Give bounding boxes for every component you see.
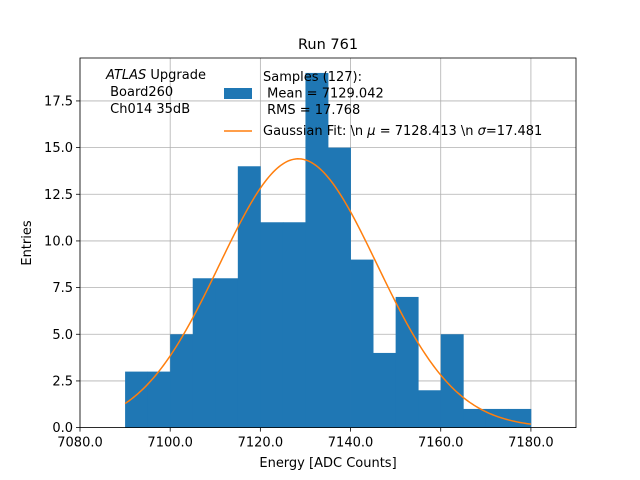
histogram-bar bbox=[125, 371, 149, 428]
annotation-atlas: ATLAS bbox=[105, 68, 146, 83]
y-axis-ticks: 0.0 2.5 5.0 7.5 10.0 12.5 15.0 17.5 bbox=[44, 94, 80, 436]
legend-fit-label: Gaussian Fit: \n μ = 7128.413 \n σ=17.48… bbox=[263, 124, 542, 139]
x-axis-ticks: 7080.0 7100.0 7120.0 7140.0 7160.0 7180.0 bbox=[57, 427, 554, 451]
histogram-bars bbox=[125, 72, 532, 428]
legend-histogram-line: Samples (127): bbox=[263, 70, 362, 85]
annotation-board: Board260 bbox=[106, 85, 173, 100]
chart-title: Run 761 bbox=[298, 37, 358, 53]
histogram-bar bbox=[440, 334, 464, 428]
y-tick-label: 15.0 bbox=[44, 141, 73, 156]
x-tick-label: 7140.0 bbox=[328, 436, 374, 451]
x-tick-label: 7080.0 bbox=[57, 436, 103, 451]
histogram-bar bbox=[215, 278, 239, 428]
y-tick-label: 17.5 bbox=[44, 94, 73, 109]
x-tick-label: 7180.0 bbox=[508, 436, 554, 451]
legend-histogram-line: Mean = 7129.042 bbox=[263, 87, 384, 102]
annotation-channel: Ch014 35dB bbox=[106, 102, 190, 117]
histogram-bar bbox=[508, 408, 532, 428]
x-tick-label: 7120.0 bbox=[238, 436, 284, 451]
legend: Samples (127): Mean = 7129.042 RMS = 17.… bbox=[224, 70, 542, 139]
gaussian-fit-line bbox=[124, 158, 532, 425]
histogram-bar bbox=[237, 166, 261, 428]
histogram-bar bbox=[485, 408, 509, 428]
histogram-bar bbox=[260, 222, 284, 428]
y-tick-label: 12.5 bbox=[44, 188, 73, 203]
legend-histogram-label: Samples (127): Mean = 7129.042 RMS = 17.… bbox=[263, 70, 384, 118]
y-tick-label: 2.5 bbox=[52, 374, 73, 389]
annotation-upgrade: Upgrade bbox=[146, 68, 206, 83]
x-tick-label: 7100.0 bbox=[147, 436, 193, 451]
histogram-bar bbox=[192, 278, 216, 428]
histogram-bar bbox=[170, 334, 194, 428]
histogram-bar bbox=[350, 259, 374, 428]
legend-histogram-swatch bbox=[224, 88, 252, 99]
y-tick-label: 10.0 bbox=[44, 234, 73, 249]
y-tick-label: 5.0 bbox=[52, 328, 73, 343]
y-tick-label: 0.0 bbox=[52, 421, 73, 436]
histogram-bar bbox=[373, 352, 397, 428]
plot-frame bbox=[79, 57, 577, 429]
y-tick-label: 7.5 bbox=[52, 281, 73, 296]
histogram-bar bbox=[418, 390, 442, 428]
atlas-annotation: ATLAS Upgrade Board260 Ch014 35dB bbox=[105, 68, 206, 117]
legend-fit-segment: μ bbox=[366, 124, 375, 139]
histogram-bar bbox=[328, 147, 351, 428]
histogram-bar bbox=[147, 371, 171, 428]
x-tick-label: 7160.0 bbox=[418, 436, 464, 451]
legend-fit-segment: Gaussian Fit: \n bbox=[263, 124, 367, 139]
histogram-bar bbox=[395, 296, 419, 428]
legend-histogram-line: RMS = 17.768 bbox=[263, 103, 360, 118]
legend-fit-segment: =17.481 bbox=[486, 124, 542, 139]
y-axis-label: Entries bbox=[20, 220, 35, 266]
legend-fit-segment: = 7128.413 \n bbox=[376, 124, 478, 139]
x-axis-label: Energy [ADC Counts] bbox=[259, 456, 396, 471]
legend-fit-segment: σ bbox=[478, 124, 487, 139]
histogram-bar bbox=[282, 222, 306, 428]
histogram-bar bbox=[463, 408, 487, 428]
annotation-line-1: ATLAS Upgrade bbox=[105, 68, 206, 83]
